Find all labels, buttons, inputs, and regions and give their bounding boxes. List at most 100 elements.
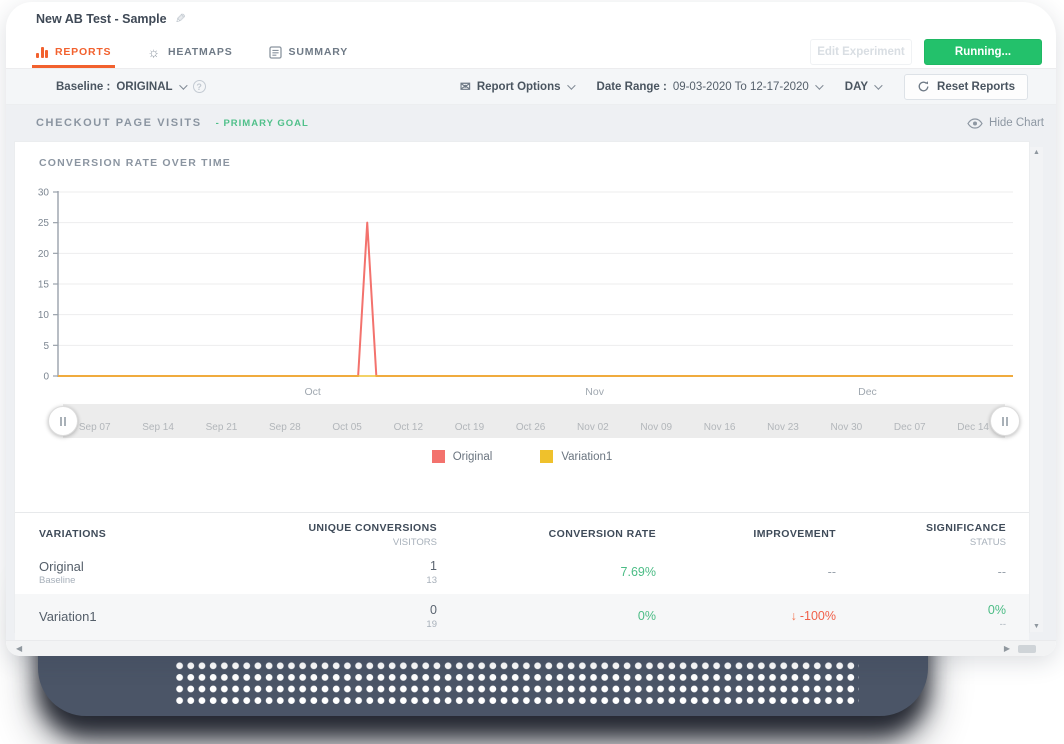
results-table: VARIATIONS UNIQUE CONVERSIONS VISITORS C… <box>15 512 1029 640</box>
filter-right-group: ✉ Report Options Date Range : 09-03-2020… <box>460 73 1028 100</box>
goal-header: CHECKOUT PAGE VISITS - PRIMARY GOAL Hide… <box>6 105 1056 141</box>
scrollbar-thumb[interactable] <box>1018 645 1036 653</box>
legend-item-variation1[interactable]: Variation1 <box>540 450 612 463</box>
col-improvement: IMPROVEMENT <box>753 527 836 540</box>
improvement-value: ↓ -100% <box>790 609 836 624</box>
legend-item-original[interactable]: Original <box>431 450 492 463</box>
baseline-label: Baseline : <box>56 80 111 93</box>
table-row-original: Original Baseline 1 13 7.69% -- -- <box>15 552 1029 594</box>
tab-reports[interactable]: REPORTS <box>31 36 116 68</box>
title-bar: New AB Test - Sample ✎ <box>6 2 1056 36</box>
svg-text:15: 15 <box>38 280 50 291</box>
date-range-value: 09-03-2020 To 12-17-2020 <box>672 80 809 93</box>
improvement-value: -- <box>827 565 836 580</box>
tab-summary[interactable]: SUMMARY <box>268 36 349 68</box>
report-options-dropdown[interactable]: ✉ Report Options <box>460 79 576 95</box>
heatmap-sun-icon: ☼ <box>147 44 161 60</box>
document-icon <box>268 45 282 59</box>
rate-value: 0% <box>637 609 656 624</box>
hide-chart-toggle[interactable]: Hide Chart <box>967 117 1044 129</box>
slider-date-label: Dec 07 <box>893 422 926 433</box>
svg-text:0: 0 <box>43 372 49 383</box>
chevron-down-icon <box>566 80 576 90</box>
svg-text:10: 10 <box>38 310 50 321</box>
slider-date-label: Dec 14 <box>957 422 989 433</box>
svg-text:5: 5 <box>43 341 49 352</box>
chart-card: CONVERSION RATE OVER TIME 0 5 10 15 20 25 30 Oc… <box>14 141 1030 640</box>
report-options-label: Report Options <box>476 80 561 93</box>
running-status-button[interactable]: Running... <box>924 39 1042 65</box>
visitors-value: 19 <box>426 618 437 630</box>
slider-date-label: Nov 30 <box>830 422 863 433</box>
chart-legend: Original Variation1 <box>15 450 1029 463</box>
conversions-value: 1 <box>430 559 437 574</box>
scroll-right-icon[interactable]: ▶ <box>1003 644 1010 653</box>
reset-icon <box>917 80 930 93</box>
scroll-left-icon[interactable]: ◀ <box>16 644 23 653</box>
slider-date-label: Oct 19 <box>454 422 485 433</box>
reset-reports-button[interactable]: Reset Reports <box>904 73 1028 100</box>
date-range-slider[interactable]: Sep 07 Sep 14 Sep 21 Sep 28 Oct 05 Oct 12 Oct … <box>48 404 1020 438</box>
significance-value: -- <box>997 565 1006 580</box>
variation-sub: Baseline <box>39 575 76 587</box>
chevron-down-icon <box>814 80 824 90</box>
col-variations: VARIATIONS <box>39 527 107 540</box>
baseline-value: ORIGINAL <box>116 80 173 93</box>
legend-label-variation1: Variation1 <box>561 450 613 463</box>
tab-reports-label: REPORTS <box>55 46 112 58</box>
reset-reports-label: Reset Reports <box>937 80 1015 93</box>
variation-name: Original <box>39 558 84 574</box>
date-range-label: Date Range : <box>596 80 667 93</box>
tab-bar: REPORTS ☼ HEATMAPS SUMMARY Edit Experime… <box>6 36 1056 69</box>
date-range-dropdown[interactable]: Date Range : 09-03-2020 To 12-17-2020 <box>596 80 824 93</box>
col-unique-conversions: UNIQUE CONVERSIONS VISITORS <box>308 521 437 548</box>
conversions-value: 0 <box>430 603 437 618</box>
legend-swatch-0 <box>431 450 445 463</box>
edit-experiment-button[interactable]: Edit Experiment <box>810 39 912 65</box>
vertical-scrollbar[interactable]: ▲ ▼ <box>1030 147 1043 632</box>
slider-date-label: Nov 02 <box>577 422 609 433</box>
slider-date-label: Sep 21 <box>205 422 238 433</box>
legend-swatch-1 <box>540 450 554 463</box>
slider-date-label: Nov 09 <box>640 422 673 433</box>
slider-date-label: Sep 14 <box>142 422 174 433</box>
slider-date-label: Sep 07 <box>78 422 111 433</box>
bar-chart-icon <box>36 46 48 58</box>
scroll-up-icon[interactable]: ▲ <box>1033 149 1040 156</box>
col-significance: SIGNIFICANCE STATUS <box>925 521 1006 548</box>
edit-title-icon[interactable]: ✎ <box>174 11 186 26</box>
svg-text:20: 20 <box>38 249 50 260</box>
scroll-down-icon[interactable]: ▼ <box>1033 623 1040 630</box>
interval-value: DAY <box>844 80 869 93</box>
filter-bar: Baseline : ORIGINAL ? ✉ Report Options D… <box>6 69 1056 105</box>
svg-text:25: 25 <box>38 218 50 229</box>
significance-value: 0% -- <box>987 603 1006 630</box>
help-icon[interactable]: ? <box>192 80 206 93</box>
tab-summary-label: SUMMARY <box>288 46 349 58</box>
svg-text:Dec: Dec <box>858 386 877 398</box>
baseline-dropdown[interactable]: Baseline : ORIGINAL <box>56 80 188 93</box>
svg-text:30: 30 <box>38 188 50 199</box>
dot-grid-pattern <box>174 660 859 706</box>
app-window: New AB Test - Sample ✎ REPORTS ☼ HEATMAP… <box>6 2 1056 656</box>
report-content: CHECKOUT PAGE VISITS - PRIMARY GOAL Hide… <box>6 105 1056 640</box>
table-row-variation1: Variation1 0 19 0% ↓ -100% 0% -- <box>15 594 1029 640</box>
down-arrow-icon: ↓ <box>790 609 797 624</box>
tab-heatmaps[interactable]: ☼ HEATMAPS <box>147 36 232 68</box>
horizontal-scrollbar[interactable]: ◀ ▶ <box>6 640 1056 656</box>
slider-date-label: Oct 26 <box>515 422 546 433</box>
interval-dropdown[interactable]: DAY <box>844 80 883 93</box>
variation-name: Variation1 <box>39 608 97 624</box>
primary-goal-badge: - PRIMARY GOAL <box>215 117 309 129</box>
slider-date-label: Nov 16 <box>703 422 736 433</box>
slider-date-label: Oct 12 <box>393 422 424 433</box>
page-title: New AB Test - Sample <box>36 12 167 26</box>
chart-title: CONVERSION RATE OVER TIME <box>39 157 231 169</box>
goal-name: CHECKOUT PAGE VISITS <box>36 117 202 129</box>
eye-icon <box>967 117 983 129</box>
table-header-row: VARIATIONS UNIQUE CONVERSIONS VISITORS C… <box>15 512 1029 552</box>
col-conversion-rate: CONVERSION RATE <box>548 527 656 540</box>
slider-handle-right[interactable] <box>990 406 1020 436</box>
slider-handle-left[interactable] <box>48 406 78 436</box>
